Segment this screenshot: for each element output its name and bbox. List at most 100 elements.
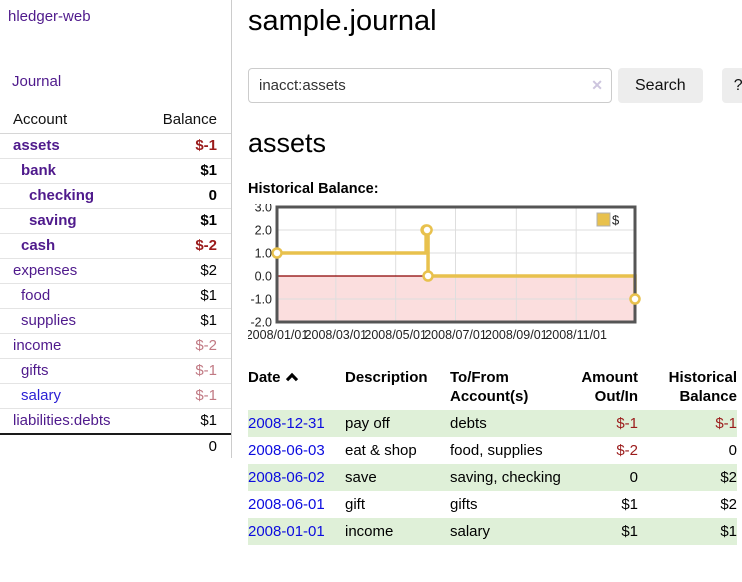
transaction-date-link[interactable]: 2008-06-02 [248,469,325,486]
register-row: 2008-06-03 eat & shop food, supplies $-2… [248,437,737,464]
account-link[interactable]: bank [21,162,57,179]
search-button[interactable]: Search [618,68,703,103]
account-balance: $-1 [195,137,217,154]
account-row: cash $-2 [0,234,231,259]
cell-accounts: saving, checking [450,469,561,486]
sidebar-item-journal[interactable]: Journal [12,73,62,90]
svg-text:0.0: 0.0 [255,270,272,284]
cell-description: gift [345,496,366,513]
account-balance: $2 [200,262,217,279]
register-header-row: Date Description To/From Account(s) Amou… [248,366,737,410]
cell-accounts: gifts [450,496,478,513]
historical-balance-chart-svg: 3.0 2.0 1.0 0.0 -1.0 -2.02008/01/012008/03/01… [248,204,641,342]
cell-description: pay off [345,415,390,432]
account-row: gifts $-1 [0,359,231,384]
transaction-date-link[interactable]: 2008-01-01 [248,523,325,540]
svg-text:-2.0: -2.0 [250,316,272,330]
account-balance: $1 [200,287,217,304]
svg-text:$: $ [612,213,620,228]
account-link[interactable]: checking [29,187,95,204]
account-balance: $1 [200,312,217,329]
account-balance: 0 [208,187,217,204]
cell-balance: 0 [728,442,737,459]
svg-text:2008/11/01: 2008/11/01 [545,328,607,342]
register-row: 2008-12-31 pay off debts $-1 $-1 [248,410,737,437]
register-row: 2008-06-02 save saving, checking 0 $2 [248,464,737,491]
transaction-date-link[interactable]: 2008-06-01 [248,496,325,513]
svg-text:2008/09/01: 2008/09/01 [485,328,548,342]
cell-date: 2008-06-01 [248,491,345,518]
column-header-amount[interactable]: Amount Out/In [581,369,638,405]
register-table: Date Description To/From Account(s) Amou… [248,366,737,545]
cell-date: 2008-01-01 [248,518,345,545]
main-content: sample.journal ✕ Search ? assets Histori… [232,0,742,582]
accounts-header-balance: Balance [162,111,217,128]
account-row: supplies $1 [0,309,231,334]
search-input[interactable] [248,68,612,103]
account-link[interactable]: income [13,337,62,354]
account-balance: $1 [200,212,217,229]
register-rows: 2008-12-31 pay off debts $-1 $-1 2008-06… [248,410,737,545]
svg-text:2008/05/01: 2008/05/01 [364,328,427,342]
account-link[interactable]: cash [21,237,56,254]
app-title-link[interactable]: hledger-web [8,8,91,25]
cell-date: 2008-12-31 [248,410,345,437]
accounts-table-header: Account Balance [0,108,231,134]
cell-accounts: debts [450,415,487,432]
account-link[interactable]: saving [29,212,77,229]
column-header-description[interactable]: Description [345,369,428,386]
account-balance: $1 [200,412,217,429]
account-balance: $-2 [195,237,217,254]
account-link[interactable]: salary [21,387,62,404]
account-balance: $-1 [195,387,217,404]
svg-text:3.0: 3.0 [255,204,272,215]
accounts-table: Account Balance assets $-1 bank $1 check… [0,108,231,458]
search-form: ✕ Search ? [248,68,742,103]
accounts-total-value: 0 [208,438,217,455]
register-row: 2008-06-01 gift gifts $1 $2 [248,491,737,518]
account-row: assets $-1 [0,134,231,159]
account-balance: $-1 [195,362,217,379]
transaction-date-link[interactable]: 2008-12-31 [248,415,325,432]
account-link[interactable]: gifts [21,362,49,379]
cell-date: 2008-06-02 [248,464,345,491]
column-header-date[interactable]: Date [248,366,345,410]
account-link[interactable]: assets [13,137,60,154]
svg-text:1.0: 1.0 [255,247,272,261]
account-row: liabilities:debts $1 [0,409,231,433]
account-heading: assets [248,128,327,158]
cell-balance: $-1 [715,415,737,432]
account-row: checking 0 [0,184,231,209]
column-header-accounts[interactable]: To/From Account(s) [450,369,529,405]
svg-text:-1.0: -1.0 [250,293,272,307]
clear-search-icon[interactable]: ✕ [591,77,603,93]
cell-amount: 0 [629,469,638,486]
account-link[interactable]: expenses [13,262,78,279]
account-row: expenses $2 [0,259,231,284]
svg-text:2008/01/01: 2008/01/01 [248,328,308,342]
cell-amount: $-2 [616,442,638,459]
account-balance: $-2 [195,337,217,354]
search-input-wrap: ✕ [248,68,612,103]
cell-amount: $1 [621,523,638,540]
account-link[interactable]: liabilities:debts [13,412,111,429]
account-row: income $-2 [0,334,231,359]
sort-ascending-icon [285,372,298,382]
transaction-date-link[interactable]: 2008-06-03 [248,442,325,459]
cell-balance: $2 [720,496,737,513]
account-link[interactable]: supplies [21,312,77,329]
sidebar: hledger-web Journal Account Balance asse… [0,0,232,458]
accounts-total-row: 0 [0,433,231,458]
cell-balance: $2 [720,469,737,486]
register-row: 2008-01-01 income salary $1 $1 [248,518,737,545]
page-title: sample.journal [248,5,437,37]
svg-text:2.0: 2.0 [255,224,272,238]
help-button[interactable]: ? [721,68,742,103]
cell-amount: $1 [621,496,638,513]
historical-balance-chart: 3.0 2.0 1.0 0.0 -1.0 -2.0 2008/01/01 2008/03/01… [248,204,742,346]
cell-description: income [345,523,394,540]
account-row: saving $1 [0,209,231,234]
accounts-rows: assets $-1 bank $1 checking 0 saving $1 … [0,134,231,433]
column-header-balance[interactable]: Historical Balance [668,369,737,405]
account-link[interactable]: food [21,287,51,304]
